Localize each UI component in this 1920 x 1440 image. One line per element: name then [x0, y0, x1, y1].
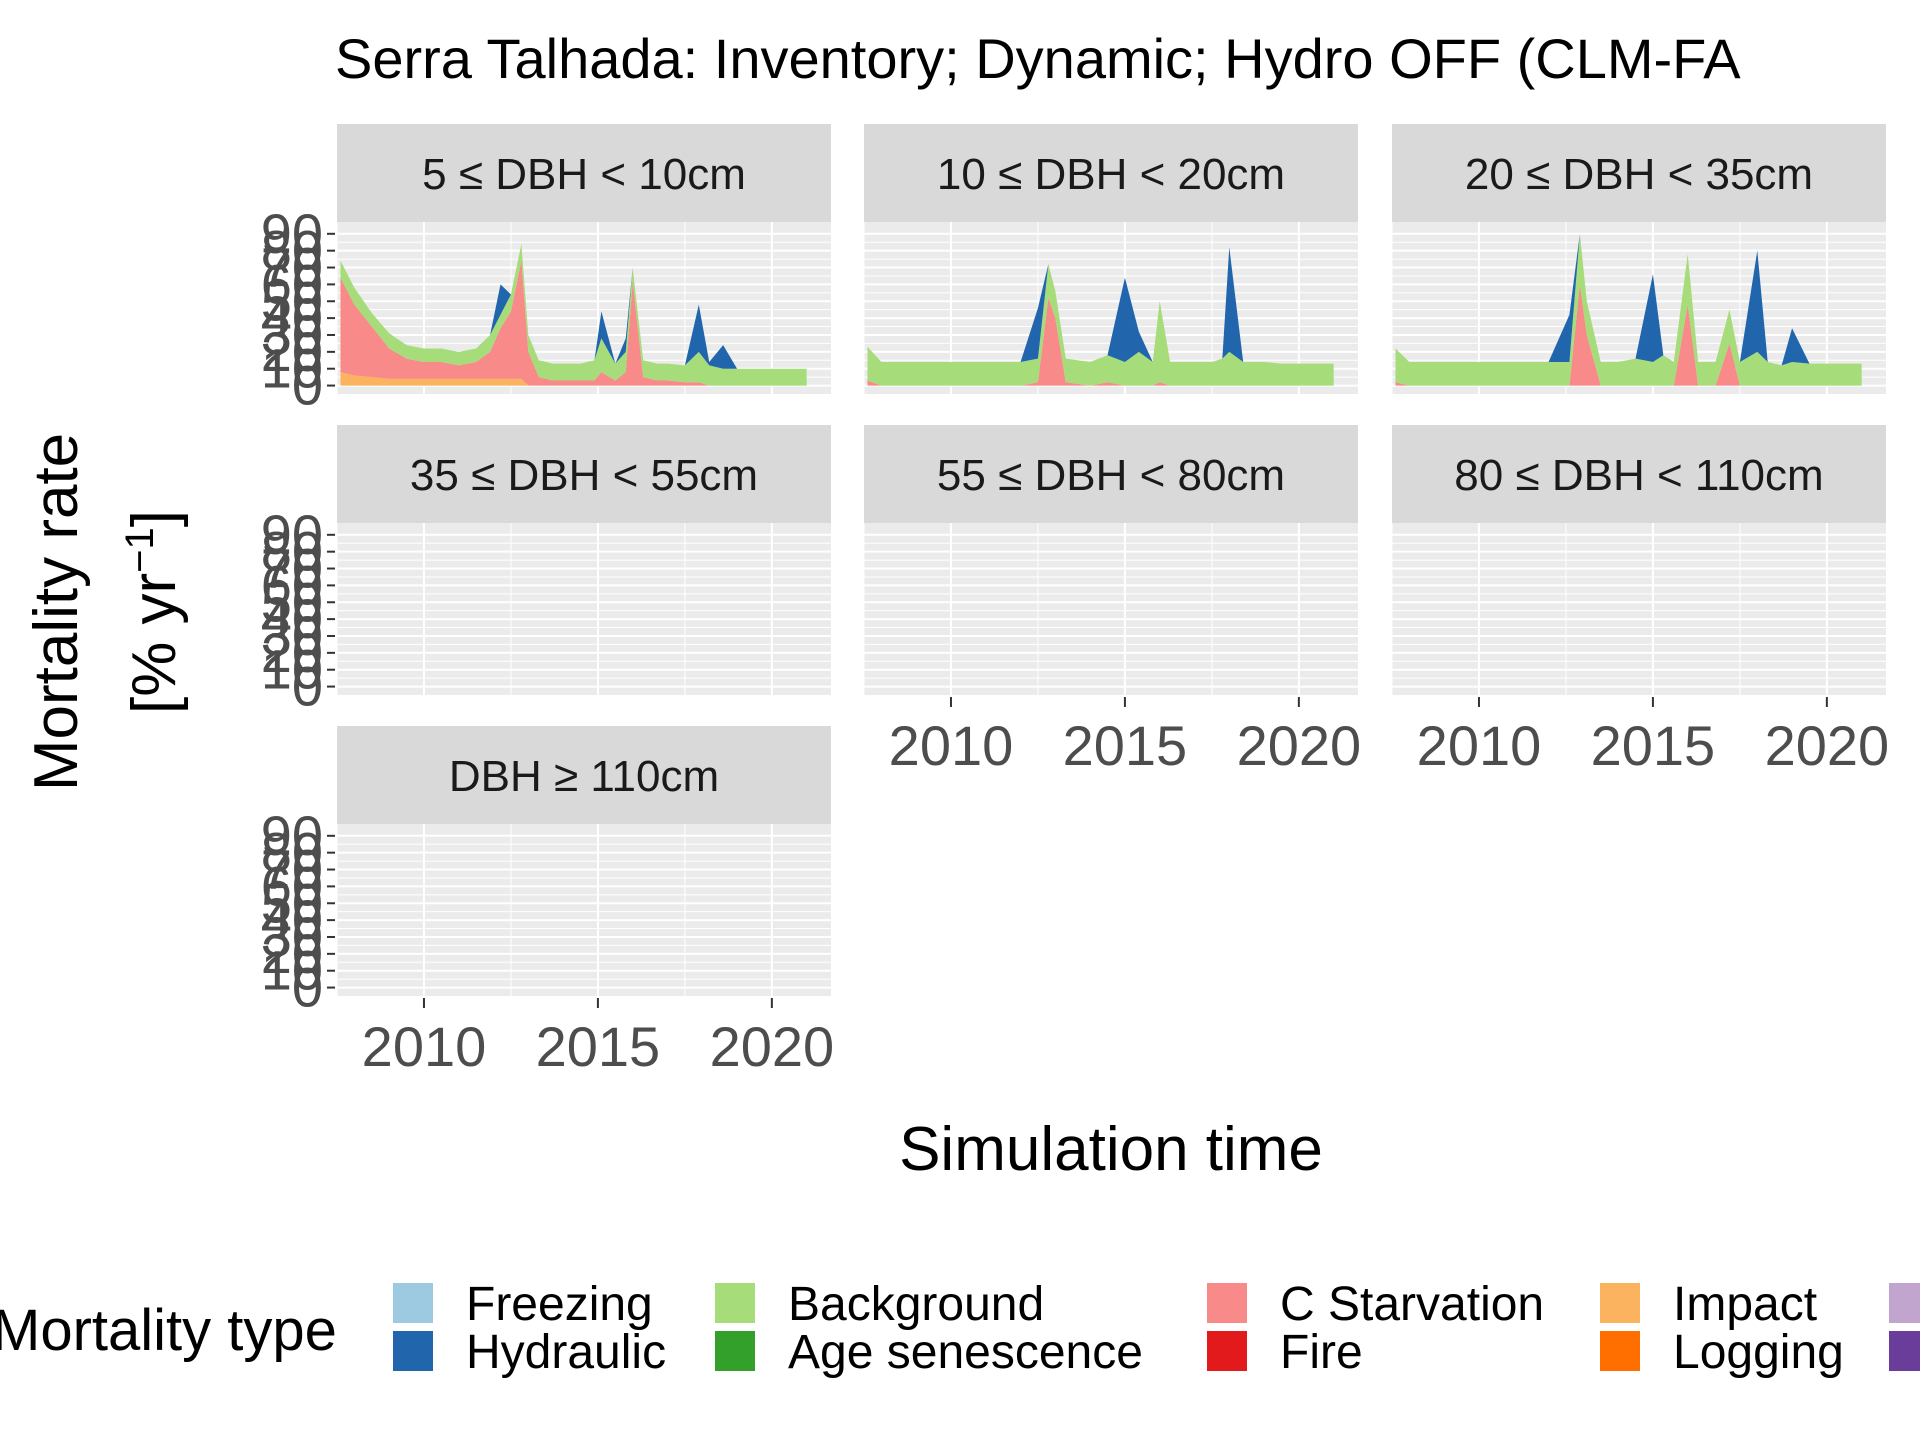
legend-key [1598, 1329, 1642, 1373]
facet-strip-label: 20 ≤ DBH < 35cm [1465, 150, 1813, 199]
x-tick-label: 2010 [1417, 714, 1542, 777]
x-tick-label: 2015 [1591, 714, 1716, 777]
y-tick-label: 40 [261, 888, 323, 951]
legend-key [1887, 1329, 1920, 1373]
y-tick-label: 50 [261, 570, 323, 633]
y-tick-label: 80 [261, 520, 323, 583]
y-tick-label: 20 [261, 922, 323, 985]
y-tick-label: 10 [261, 939, 323, 1002]
y-tick-label: 60 [261, 553, 323, 616]
x-tick-label: 2015 [1063, 714, 1188, 777]
legend-key [1205, 1281, 1249, 1325]
area-series-hydraulic [1395, 233, 1862, 366]
facet-panel: 20 ≤ DBH < 35cm [1391, 124, 1886, 394]
facet-strip-label: 80 ≤ DBH < 110cm [1454, 451, 1823, 500]
facet-strip [1392, 124, 1886, 222]
facet-strip [337, 726, 831, 824]
y-tick-label: 80 [261, 219, 323, 282]
facet-strip [864, 425, 1358, 523]
area-series-c-starvation [340, 260, 807, 386]
legend-label: Logging [1673, 1326, 1844, 1379]
x-tick-label: 2010 [362, 1015, 487, 1078]
y-tick-label: 50 [261, 871, 323, 934]
area-series-background [867, 264, 1334, 386]
legend-label: Age senescence [788, 1326, 1143, 1379]
y-tick-label: 10 [261, 638, 323, 701]
y-tick-label: 30 [261, 303, 323, 366]
facet-panel: 80 ≤ DBH < 110cm 2010 2015 2020 [1391, 425, 1890, 777]
facet-panel: 10 ≤ DBH < 20cm [863, 124, 1358, 394]
facet-strip [1392, 425, 1886, 523]
facet-strip [337, 425, 831, 523]
y-tick-label: 40 [261, 286, 323, 349]
y-axis-title-line-2: [% yr−1] [118, 510, 189, 714]
x-tick-label: 2020 [1765, 714, 1890, 777]
y-tick-label: 90 [261, 503, 323, 566]
y-tick-label: 90 [261, 804, 323, 867]
y-axis-title-unit: [% yr [120, 573, 189, 714]
legend-key [1598, 1281, 1642, 1325]
legend-key [713, 1281, 757, 1325]
y-tick-label: 10 [261, 337, 323, 400]
x-tick-label: 2010 [889, 714, 1014, 777]
y-tick-label: 30 [261, 905, 323, 968]
facet-strip-label: 35 ≤ DBH < 55cm [410, 451, 758, 500]
x-tick-label: 2015 [536, 1015, 661, 1078]
y-tick-label: 70 [261, 537, 323, 600]
legend-label: Hydraulic [466, 1326, 666, 1379]
y-tick-label: 0 [292, 956, 323, 1019]
facet-strip-label: 5 ≤ DBH < 10cm [422, 150, 746, 199]
legend-title: Mortality type [0, 1298, 337, 1363]
y-tick-label: 20 [261, 320, 323, 383]
legend-label: C Starvation [1280, 1278, 1544, 1331]
y-axis-title-superscript: −1 [118, 527, 162, 573]
area-series-background [340, 243, 807, 386]
x-axis-title: Simulation time [899, 1115, 1323, 1184]
legend-label: Background [788, 1278, 1044, 1331]
y-tick-label: 60 [261, 854, 323, 917]
y-tick-label: 80 [261, 821, 323, 884]
y-tick-label: 20 [261, 621, 323, 684]
x-tick-label: 2020 [1237, 714, 1362, 777]
chart-title: Serra Talhada: Inventory; Dynamic; Hydro… [335, 27, 1741, 90]
legend-key [1205, 1329, 1249, 1373]
legend-label: Freezing [466, 1278, 653, 1331]
legend-key [1887, 1281, 1920, 1325]
facet-strip-label: 55 ≤ DBH < 80cm [937, 451, 1285, 500]
y-tick-label: 0 [292, 655, 323, 718]
y-tick-label: 40 [261, 587, 323, 650]
y-tick-label: 30 [261, 604, 323, 667]
y-tick-label: 70 [261, 838, 323, 901]
legend-key [713, 1329, 757, 1373]
y-tick-label: 50 [261, 269, 323, 332]
area-series-background [1395, 233, 1862, 386]
y-tick-label: 70 [261, 236, 323, 299]
y-tick-label: 0 [292, 354, 323, 417]
facet-strip [864, 124, 1358, 222]
facet-panel: 55 ≤ DBH < 80cm 2010 2015 2020 [863, 425, 1362, 777]
area-series-impact [340, 372, 807, 386]
y-axis-title-close: ] [120, 510, 189, 527]
y-tick-label: 90 [261, 202, 323, 265]
y-axis-title-line-1: Mortality rate [22, 433, 91, 791]
x-tick-label: 2020 [710, 1015, 835, 1078]
y-axis-title: Mortality rate [% yr−1] [22, 433, 189, 791]
legend-label: Fire [1280, 1326, 1363, 1379]
y-tick-label: 60 [261, 252, 323, 315]
legend-key [391, 1329, 435, 1373]
facet-strip-label: 10 ≤ DBH < 20cm [937, 150, 1285, 199]
facet-strip [337, 124, 831, 222]
facet-strip-label: DBH ≥ 110cm [449, 752, 719, 801]
legend-label: Impact [1673, 1278, 1817, 1331]
legend-key [391, 1281, 435, 1325]
